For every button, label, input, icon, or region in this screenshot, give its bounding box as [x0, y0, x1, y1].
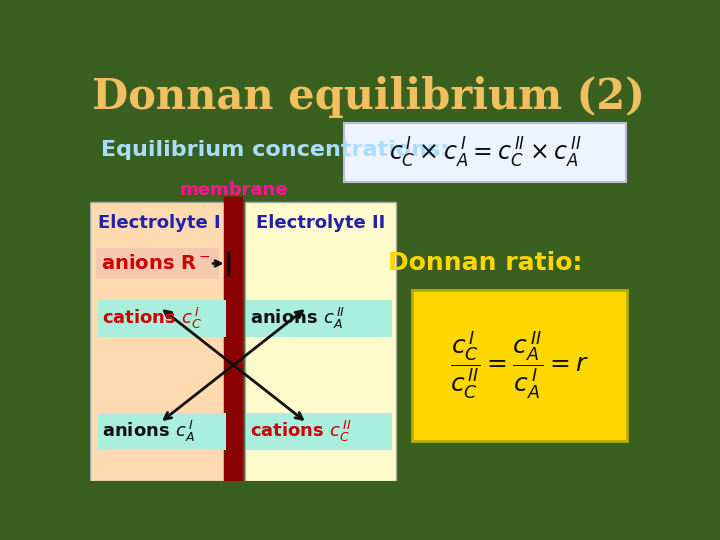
- Text: anions $c_A^{\,II}$: anions $c_A^{\,II}$: [251, 306, 346, 332]
- Text: $c_C^{\,I} \times c_A^{\,I} = c_C^{\,II} \times c_A^{\,II}$: $c_C^{\,I} \times c_A^{\,I} = c_C^{\,II}…: [389, 136, 582, 170]
- FancyBboxPatch shape: [98, 413, 226, 450]
- FancyBboxPatch shape: [344, 123, 626, 182]
- Text: cations $c_C^{\,I}$: cations $c_C^{\,I}$: [102, 306, 203, 332]
- Text: Electrolyte II: Electrolyte II: [256, 214, 386, 232]
- Text: Donnan equilibrium (2): Donnan equilibrium (2): [92, 76, 646, 118]
- Text: $\dfrac{c_C^{\,I}}{c_C^{\,II}} = \dfrac{c_A^{\,II}}{c_A^{\,I}} = r$: $\dfrac{c_C^{\,I}}{c_C^{\,II}} = \dfrac{…: [450, 329, 589, 401]
- FancyBboxPatch shape: [98, 300, 226, 338]
- Text: Donnan ratio:: Donnan ratio:: [388, 252, 582, 275]
- FancyBboxPatch shape: [245, 202, 396, 481]
- FancyBboxPatch shape: [412, 289, 627, 441]
- FancyBboxPatch shape: [96, 248, 220, 279]
- Text: anions $c_A^{\,I}$: anions $c_A^{\,I}$: [102, 419, 195, 444]
- Text: membrane: membrane: [179, 180, 287, 199]
- Text: anions R$^-$: anions R$^-$: [101, 254, 210, 273]
- FancyBboxPatch shape: [90, 202, 233, 481]
- Text: cations $c_C^{\,II}$: cations $c_C^{\,II}$: [251, 419, 352, 444]
- FancyBboxPatch shape: [246, 300, 392, 338]
- Text: Equilibrium concentrations:: Equilibrium concentrations:: [101, 139, 449, 159]
- Text: Electrolyte I: Electrolyte I: [99, 214, 221, 232]
- FancyBboxPatch shape: [246, 413, 392, 450]
